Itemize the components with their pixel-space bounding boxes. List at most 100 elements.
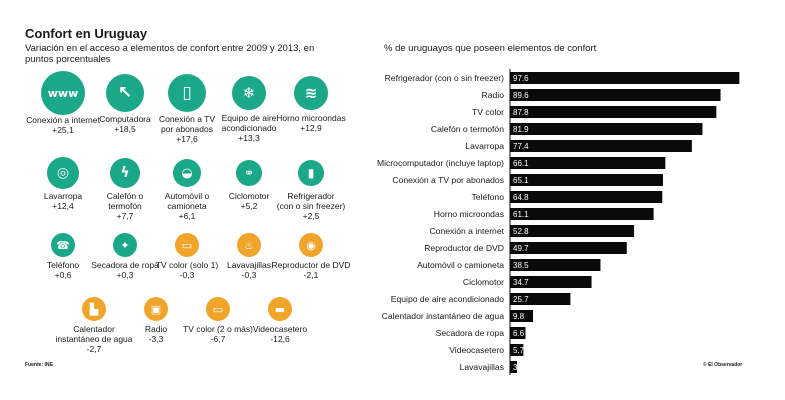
- microwave-icon: ≋: [294, 76, 328, 110]
- bar-value-label: 97.6: [513, 74, 529, 83]
- category-label: Equipo de aire acondicionado: [391, 294, 504, 304]
- kettle-icon: ▙: [82, 297, 106, 321]
- vcr-icon: ▬: [268, 297, 292, 321]
- category-label: TV color: [472, 107, 504, 117]
- category-label: Calefón o termofón: [431, 124, 504, 134]
- icon-item-value: +12,4: [52, 201, 74, 211]
- icon-item-value: +25,1: [52, 125, 74, 135]
- bar-value-label: 34.7: [513, 278, 529, 287]
- chart-subtitle: Variación en el acceso a elementos de co…: [25, 43, 315, 65]
- icon-item-value: +0,3: [116, 270, 134, 280]
- icon-item-value: +13,3: [238, 133, 260, 143]
- bar-value-label: 49.7: [513, 244, 529, 253]
- bar: [510, 276, 592, 288]
- icon-item-value: +0,6: [54, 270, 72, 280]
- bar-chart-title: % de uruguayos que poseen elementos de c…: [384, 43, 597, 54]
- category-label: Radio: [482, 90, 505, 100]
- bar-value-label: 89.6: [513, 91, 529, 100]
- bar-value-label: 52.8: [513, 227, 529, 236]
- bar: [510, 140, 692, 152]
- bar-value-label: 6.6: [513, 329, 525, 338]
- bar-value-label: 64.8: [513, 193, 529, 202]
- bar-value-label: 3.: [513, 363, 520, 372]
- bar: [510, 225, 635, 237]
- icon-item-value: -2,1: [303, 270, 319, 280]
- bar: [510, 293, 571, 305]
- bar: [510, 174, 663, 186]
- bar-value-label: 81.9: [513, 125, 529, 134]
- www-icon: www: [41, 71, 85, 115]
- category-label: Calentador instantáneo de agua: [382, 311, 505, 321]
- bar: [510, 259, 601, 271]
- category-label: Automóvil o camioneta: [417, 260, 504, 270]
- category-label: Refrigerador (con o sin freezer): [385, 73, 505, 83]
- category-label: Ciclomotor: [463, 277, 504, 287]
- cursor-icon: ↖: [106, 74, 144, 112]
- remote-icon: ▯: [168, 74, 206, 112]
- bar-value-label: 77.4: [513, 142, 529, 151]
- category-label: Reproductor de DVD: [424, 243, 504, 253]
- bar: [510, 361, 518, 373]
- bar: [510, 89, 721, 101]
- dishwasher-icon: ♨: [237, 233, 261, 257]
- icon-item-label: Computadora +18,5: [99, 114, 151, 134]
- category-label: Secadora de ropa: [436, 328, 505, 338]
- icon-item-label: Radio -3,3: [144, 324, 168, 344]
- category-label: Lavarropa: [465, 141, 504, 151]
- fridge-icon: ▮: [298, 160, 324, 186]
- icon-item-label: Calentador instantáneo de agua -2,7: [55, 324, 133, 354]
- category-label: Teléfono: [472, 192, 505, 202]
- icon-item-label: Equipo de aire acondicionado +13,3: [221, 113, 277, 143]
- telephone-icon: ☎: [51, 233, 75, 257]
- icon-item-value: -12,6: [270, 334, 290, 344]
- shirt-icon: ✦: [113, 233, 137, 257]
- icon-item-label: Automóvil o camioneta +6,1: [164, 191, 210, 221]
- bar-value-label: 9.8: [513, 312, 525, 321]
- water-heater-icon: ϟ: [110, 158, 140, 188]
- bar: [510, 327, 526, 339]
- category-label: Horno microondas: [434, 209, 504, 219]
- bar: [510, 208, 654, 220]
- icon-item-label: Calefón o termofón +7,7: [106, 191, 144, 221]
- dvd-icon: ◉: [299, 233, 323, 257]
- tv-icon: ▭: [175, 233, 199, 257]
- bar-value-label: 38.5: [513, 261, 529, 270]
- icon-item-label: Ciclomotor +5,2: [228, 191, 270, 211]
- category-label: Lavavajillas: [460, 362, 504, 372]
- bar-value-label: 65.1: [513, 176, 529, 185]
- icon-item-value: -0,3: [179, 270, 195, 280]
- icon-item-label: TV color (2 o más) -6,7: [183, 324, 253, 344]
- icon-item-label: Lavavajillas -0,3: [227, 260, 271, 280]
- source-note: Fuente: INE: [25, 362, 53, 368]
- icon-item-value: +6,1: [178, 211, 196, 221]
- bar: [510, 344, 524, 356]
- icon-item-label: Lavarropa +12,4: [43, 191, 83, 211]
- category-label: Videocasetero: [449, 345, 504, 355]
- bar-value-label: 87.8: [513, 108, 529, 117]
- tv-icon: ▭: [206, 297, 230, 321]
- credit-note: © El Observador: [703, 362, 743, 368]
- bar: [510, 242, 627, 254]
- category-label: Microcomputador (incluye laptop): [377, 158, 504, 168]
- icon-item-label: Refrigerador (con o sin freezer) +2,5: [276, 191, 346, 221]
- icon-item-label: Teléfono +0,6: [46, 260, 80, 280]
- moped-icon: ⚭: [236, 160, 262, 186]
- icon-item-value: +2,5: [302, 211, 320, 221]
- icon-item-value: -0,3: [241, 270, 257, 280]
- icon-item-label: Conexión a TV por abonados +17,6: [158, 114, 216, 144]
- icon-item-value: +12,9: [300, 123, 322, 133]
- icon-item-value: +17,6: [176, 134, 198, 144]
- car-icon: ◒: [173, 159, 201, 187]
- icon-item-label: Conexión a internet +25,1: [26, 115, 100, 135]
- icon-item-label: Horno microondas +12,9: [276, 113, 346, 133]
- bar: [510, 106, 717, 118]
- bar-value-label: 66.1: [513, 159, 529, 168]
- icon-item-value: +18,5: [114, 124, 136, 134]
- icon-item-label: Secadora de ropa +0,3: [91, 260, 159, 280]
- icon-item-value: -3,3: [148, 334, 164, 344]
- icon-item-label: TV color (solo 1) -0,3: [155, 260, 219, 280]
- category-label: Conexión a TV por abonados: [392, 175, 504, 185]
- bar-value-label: 25.7: [513, 295, 529, 304]
- bar: [510, 72, 740, 84]
